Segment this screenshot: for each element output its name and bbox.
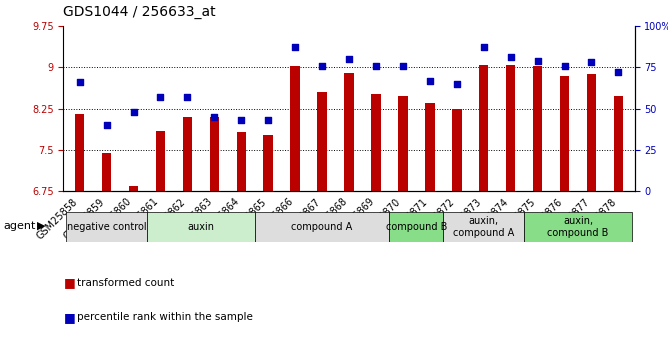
Text: negative control: negative control	[67, 222, 146, 232]
Text: compound B: compound B	[385, 222, 447, 232]
Bar	[587, 74, 597, 191]
Bar	[156, 131, 165, 191]
Point	[613, 69, 624, 75]
Point	[74, 79, 85, 85]
Point	[452, 81, 462, 87]
Point	[478, 45, 489, 50]
Text: percentile rank within the sample: percentile rank within the sample	[77, 313, 253, 322]
Text: auxin: auxin	[187, 222, 214, 232]
Bar	[255, 212, 389, 241]
Point	[424, 78, 435, 83]
Bar	[236, 132, 246, 191]
Bar	[75, 114, 84, 191]
Bar	[344, 73, 354, 191]
Text: auxin,
compound A: auxin, compound A	[453, 216, 514, 238]
Text: ■: ■	[63, 276, 75, 289]
Bar	[389, 212, 444, 241]
Bar	[317, 92, 327, 191]
Point	[371, 63, 381, 68]
Text: transformed count: transformed count	[77, 278, 174, 288]
Text: agent: agent	[3, 221, 35, 231]
Point	[263, 118, 274, 123]
Point	[505, 55, 516, 60]
Point	[236, 118, 246, 123]
Bar	[263, 135, 273, 191]
Bar	[560, 76, 569, 191]
Bar	[210, 117, 219, 191]
Point	[155, 94, 166, 100]
Bar	[182, 117, 192, 191]
Point	[559, 63, 570, 68]
Bar	[425, 103, 435, 191]
Bar	[129, 186, 138, 191]
Bar	[524, 212, 632, 241]
Text: compound A: compound A	[291, 222, 353, 232]
Bar	[398, 96, 407, 191]
Bar	[479, 65, 488, 191]
Point	[182, 94, 193, 100]
Bar	[614, 96, 623, 191]
Text: ■: ■	[63, 311, 75, 324]
Text: GDS1044 / 256633_at: GDS1044 / 256633_at	[63, 5, 216, 19]
Point	[209, 114, 220, 120]
Bar	[102, 153, 112, 191]
Text: auxin,
compound B: auxin, compound B	[547, 216, 609, 238]
Bar	[533, 66, 542, 191]
Bar	[147, 212, 255, 241]
Point	[128, 109, 139, 115]
Point	[317, 63, 327, 68]
Bar	[444, 212, 524, 241]
Bar	[291, 66, 300, 191]
Point	[586, 60, 597, 65]
Point	[532, 58, 543, 63]
Point	[343, 56, 354, 62]
Point	[102, 122, 112, 128]
Text: ▶: ▶	[37, 221, 45, 231]
Point	[397, 63, 408, 68]
Bar	[506, 65, 516, 191]
Bar	[452, 109, 462, 191]
Bar	[371, 94, 381, 191]
Bar	[66, 212, 147, 241]
Point	[290, 45, 301, 50]
